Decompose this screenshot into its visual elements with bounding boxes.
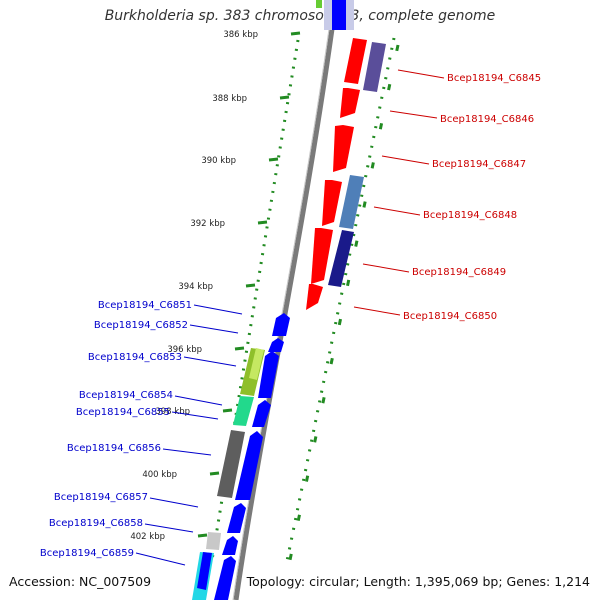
gene-c6848-arrow xyxy=(322,180,342,226)
gene-c6849-box xyxy=(328,230,354,287)
gene-label-leader xyxy=(397,69,445,79)
gene-c6850-arrow xyxy=(306,284,323,310)
gene-label-leader xyxy=(174,395,223,406)
gene-c6858-arrow xyxy=(222,536,238,555)
map-title: Burkholderia sp. 383 chromosome 3, compl… xyxy=(104,8,496,24)
gene-c6860-arrow xyxy=(214,556,236,600)
gene-label-leader xyxy=(381,155,430,165)
reverse-strand-genes xyxy=(306,38,386,310)
gene-c6855-arrow xyxy=(252,400,271,427)
gene-c6845-box xyxy=(363,42,386,92)
gene-c6858-box xyxy=(206,532,221,550)
forward-strand-genes xyxy=(192,313,290,600)
kbp-ticks: 386 kbp 388 kbp 390 kbp 392 kbp 394 kbp 396 k… xyxy=(129,29,301,543)
kbp-tick-label: 394 kbp xyxy=(178,282,213,292)
kbp-tick-mark xyxy=(257,220,268,225)
kbp-tick-label: 390 kbp xyxy=(201,156,236,166)
gene-label-leader xyxy=(171,411,219,420)
kbp-tick-mark xyxy=(245,283,256,288)
gene-label-leader xyxy=(353,306,401,316)
gene-c6859-box xyxy=(197,552,212,590)
scale-ruler: 386 kbp 388 kbp 390 kbp 392 kbp 394 kbp 396 k… xyxy=(129,29,301,561)
kbp-tick-label: 392 kbp xyxy=(190,219,225,229)
right-dash-marks xyxy=(288,44,400,561)
kbp-tick-label: 402 kbp xyxy=(130,532,165,542)
kbp-tick-bg xyxy=(177,281,217,293)
gene-label: Bcep18194_C6846 xyxy=(440,114,534,125)
gene-label: Bcep18194_C6848 xyxy=(423,210,517,221)
kbp-tick-label: 396 kbp xyxy=(167,345,202,355)
gene-label-leader xyxy=(389,110,438,119)
kbp-tick-bg xyxy=(222,29,262,41)
left-gene-labels: Bcep18194_C6851 Bcep18194_C6852 Bcep18194_… xyxy=(40,300,243,566)
gene-c6852-arrow xyxy=(268,338,284,352)
gene-label: Bcep18194_C6859 xyxy=(40,548,134,559)
gene-label-leader xyxy=(135,552,186,566)
kbp-tick-bg xyxy=(129,531,169,543)
gene-c6856-box xyxy=(217,430,245,498)
kbp-tick-mark xyxy=(197,533,208,538)
gene-label-leader xyxy=(373,206,421,216)
gene-label-leader xyxy=(149,497,199,508)
kbp-tick-bg xyxy=(211,93,251,105)
gene-c6848-box xyxy=(339,175,364,229)
gene-c6853-box-light xyxy=(249,348,264,380)
top-partial-genes xyxy=(316,0,354,30)
right-dotted-line xyxy=(284,37,396,567)
gene-label-leader xyxy=(189,324,239,334)
kbp-tick-bg xyxy=(141,469,181,481)
gene-label: Bcep18194_C6856 xyxy=(67,443,161,454)
gene-label: Bcep18194_C6852 xyxy=(94,320,188,331)
gene-label: Bcep18194_C6847 xyxy=(432,159,526,170)
gene-label: Bcep18194_C6855 xyxy=(76,407,170,418)
gene-label: Bcep18194_C6850 xyxy=(403,311,497,322)
gene-c6849-arrow xyxy=(311,228,333,284)
gene-partial-top-green xyxy=(316,0,322,8)
kbp-tick-label: 400 kbp xyxy=(142,470,177,480)
gene-label: Bcep18194_C6845 xyxy=(447,73,541,84)
gene-c6853-arrow xyxy=(258,351,279,398)
gene-label-leader xyxy=(162,448,212,456)
accession-text: Accession: NC_007509 xyxy=(9,574,152,589)
gene-c6854-box xyxy=(233,396,254,426)
gene-label-leader xyxy=(183,356,237,367)
chromosome-backbone xyxy=(233,0,339,600)
kbp-tick-mark xyxy=(279,95,290,100)
kbp-tick-mark xyxy=(209,471,220,476)
kbp-tick-bg xyxy=(166,344,206,356)
gene-c6847-arrow xyxy=(333,125,354,172)
gene-label: Bcep18194_C6849 xyxy=(412,267,506,278)
gene-c6856-arrow xyxy=(235,431,263,500)
gene-c6846-arrow xyxy=(340,88,360,118)
gene-partial-top-blue xyxy=(332,0,346,30)
gene-c6845-arrow xyxy=(344,38,367,84)
genome-summary-text: Topology: circular; Length: 1,395,069 bp… xyxy=(246,574,590,589)
kbp-tick-mark xyxy=(222,408,233,413)
gene-c6851-arrow xyxy=(272,313,290,336)
right-gene-labels: Bcep18194_C6845 Bcep18194_C6846 Bcep18194_… xyxy=(353,69,541,322)
gene-label: Bcep18194_C6853 xyxy=(88,352,182,363)
gene-label: Bcep18194_C6851 xyxy=(98,300,192,311)
kbp-tick-mark xyxy=(234,346,245,351)
kbp-tick-mark xyxy=(268,157,279,162)
kbp-tick-label: 388 kbp xyxy=(212,94,247,104)
gene-label-leader xyxy=(193,304,243,315)
gene-c6857-arrow xyxy=(227,503,246,533)
gene-label: Bcep18194_C6854 xyxy=(79,390,173,401)
kbp-tick-bg xyxy=(189,218,229,230)
gene-label: Bcep18194_C6857 xyxy=(54,492,148,503)
gene-label: Bcep18194_C6858 xyxy=(49,518,143,529)
gene-label-leader xyxy=(362,263,410,273)
kbp-tick-mark xyxy=(290,31,301,36)
kbp-tick-bg xyxy=(200,155,240,167)
kbp-tick-label: 386 kbp xyxy=(223,30,258,40)
gene-label-leader xyxy=(144,523,194,533)
